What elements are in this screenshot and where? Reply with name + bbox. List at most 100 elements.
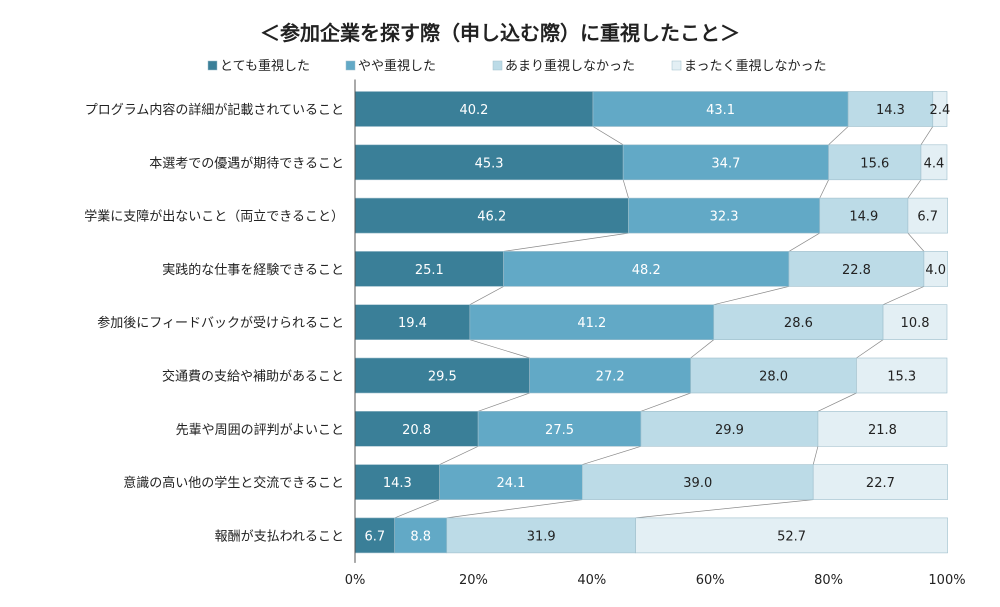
bar-segment bbox=[812, 464, 948, 500]
connector-line bbox=[446, 499, 583, 519]
data-label: 22.7 bbox=[866, 476, 895, 491]
category-label: 報酬が支払われること bbox=[215, 529, 344, 544]
bar-segment bbox=[635, 517, 948, 554]
connector-line bbox=[817, 392, 857, 412]
connector-line bbox=[819, 179, 829, 199]
data-label: 10.8 bbox=[901, 316, 930, 331]
connector-line bbox=[640, 392, 691, 412]
x-axis: 0% 20% 40% 60% 80% 100% bbox=[345, 79, 966, 588]
bar-segment bbox=[640, 410, 819, 447]
category-label: 意識の高い他の学生と交流できること bbox=[123, 475, 344, 491]
data-label: 43.1 bbox=[706, 103, 735, 118]
category-label: 本選考での優遇が期待できること bbox=[149, 156, 344, 171]
data-label: 34.7 bbox=[711, 156, 740, 171]
bar-segment bbox=[819, 197, 909, 234]
data-label: 14.3 bbox=[876, 103, 905, 118]
x-tick-label: 20% bbox=[459, 573, 488, 588]
data-label: 24.1 bbox=[497, 476, 526, 491]
bar-segment bbox=[628, 197, 821, 234]
legend: とても重視した やや重視した あまり重視しなかった まったく重視しなかった bbox=[207, 58, 826, 74]
bar-segment bbox=[690, 357, 857, 394]
bar-segment bbox=[856, 357, 948, 394]
bar-segment bbox=[446, 517, 636, 554]
data-label: 20.8 bbox=[402, 423, 431, 438]
connector-line bbox=[788, 232, 820, 252]
connector-line bbox=[920, 126, 934, 145]
legend-label-2: やや重視した bbox=[358, 58, 436, 74]
bar-segment bbox=[354, 357, 530, 394]
bar-segment bbox=[828, 144, 922, 181]
x-tick-label: 0% bbox=[345, 573, 366, 588]
legend-swatch-1 bbox=[207, 60, 218, 71]
bar-segment bbox=[847, 91, 934, 127]
x-tick-label: 100% bbox=[928, 573, 965, 588]
bar-segment bbox=[469, 304, 715, 341]
connector-line bbox=[856, 339, 884, 359]
category-label: プログラム内容の詳細が記載されていること bbox=[85, 102, 344, 118]
bar-segment bbox=[907, 197, 948, 234]
bar-segment bbox=[503, 251, 790, 287]
connector-line bbox=[812, 446, 819, 465]
bar-segment bbox=[920, 144, 948, 181]
category-label: 交通費の支給や補助があること bbox=[162, 369, 344, 385]
connector-line bbox=[690, 339, 714, 359]
connector-line bbox=[828, 126, 849, 146]
data-label: 32.3 bbox=[710, 210, 739, 225]
x-tick-label: 40% bbox=[577, 573, 606, 588]
bar-segment bbox=[354, 144, 624, 181]
data-label: 40.2 bbox=[460, 103, 489, 118]
data-label: 21.8 bbox=[868, 423, 897, 438]
bar-segment bbox=[354, 91, 594, 127]
connector-line bbox=[439, 445, 479, 465]
bar-segment bbox=[354, 197, 629, 234]
connector-line bbox=[394, 499, 440, 519]
data-label: 39.0 bbox=[683, 476, 712, 491]
bars: 40.2 43.1 14.3 2.4 45.3 34.7 15.6 4.4 46.2 32.3 14… bbox=[354, 91, 950, 554]
data-label: 31.9 bbox=[527, 529, 556, 544]
category-label: 先輩や周囲の評判がよいこと bbox=[176, 423, 344, 438]
data-label: 48.2 bbox=[632, 263, 661, 278]
connector-line bbox=[478, 392, 530, 412]
legend-label-4: まったく重視しなかった bbox=[684, 58, 826, 74]
category-label: 実践的な仕事を経験できること bbox=[162, 262, 344, 278]
category-labels: プログラム内容の詳細が記載されていること本選考での優遇が期待できること学業に支障… bbox=[84, 102, 344, 544]
bar-segment bbox=[923, 251, 948, 287]
bar-segment bbox=[788, 251, 925, 287]
bar-segment bbox=[354, 251, 504, 287]
legend-swatch-2 bbox=[345, 60, 356, 71]
bar-segment bbox=[592, 91, 849, 127]
data-label: 46.2 bbox=[477, 210, 506, 225]
connector-line bbox=[907, 232, 925, 252]
data-label: 45.3 bbox=[475, 156, 504, 171]
bar-segment bbox=[622, 144, 829, 181]
x-tick-label: 60% bbox=[696, 573, 725, 588]
bar-segment bbox=[882, 304, 948, 341]
bar-segment bbox=[394, 517, 448, 554]
data-label: 15.3 bbox=[887, 370, 916, 385]
bar-segment bbox=[529, 357, 691, 394]
bar-segment bbox=[354, 410, 479, 447]
connector-line bbox=[882, 286, 925, 306]
bar-segment bbox=[354, 304, 471, 341]
connector-line bbox=[469, 339, 530, 359]
data-label: 52.7 bbox=[777, 529, 806, 544]
connector-line bbox=[713, 286, 790, 306]
data-label: 19.4 bbox=[398, 316, 427, 331]
legend-label-1: とても重視した bbox=[220, 58, 310, 74]
bar-segment bbox=[713, 304, 884, 341]
connector-line bbox=[635, 499, 814, 519]
legend-swatch-4 bbox=[671, 60, 682, 71]
bar-segment bbox=[477, 410, 642, 447]
connector-line bbox=[907, 179, 922, 199]
connector-line bbox=[592, 126, 624, 146]
bar-segment bbox=[439, 464, 583, 500]
data-label: 14.9 bbox=[849, 210, 878, 225]
data-label: 8.8 bbox=[410, 529, 431, 544]
chart-title: ＜参加企業を探す際（申し込む際）に重視したこと＞ bbox=[260, 21, 740, 45]
data-label: 28.0 bbox=[759, 370, 788, 385]
data-label: 27.5 bbox=[545, 423, 574, 438]
connector-line bbox=[622, 179, 629, 199]
data-label: 29.9 bbox=[715, 423, 744, 438]
